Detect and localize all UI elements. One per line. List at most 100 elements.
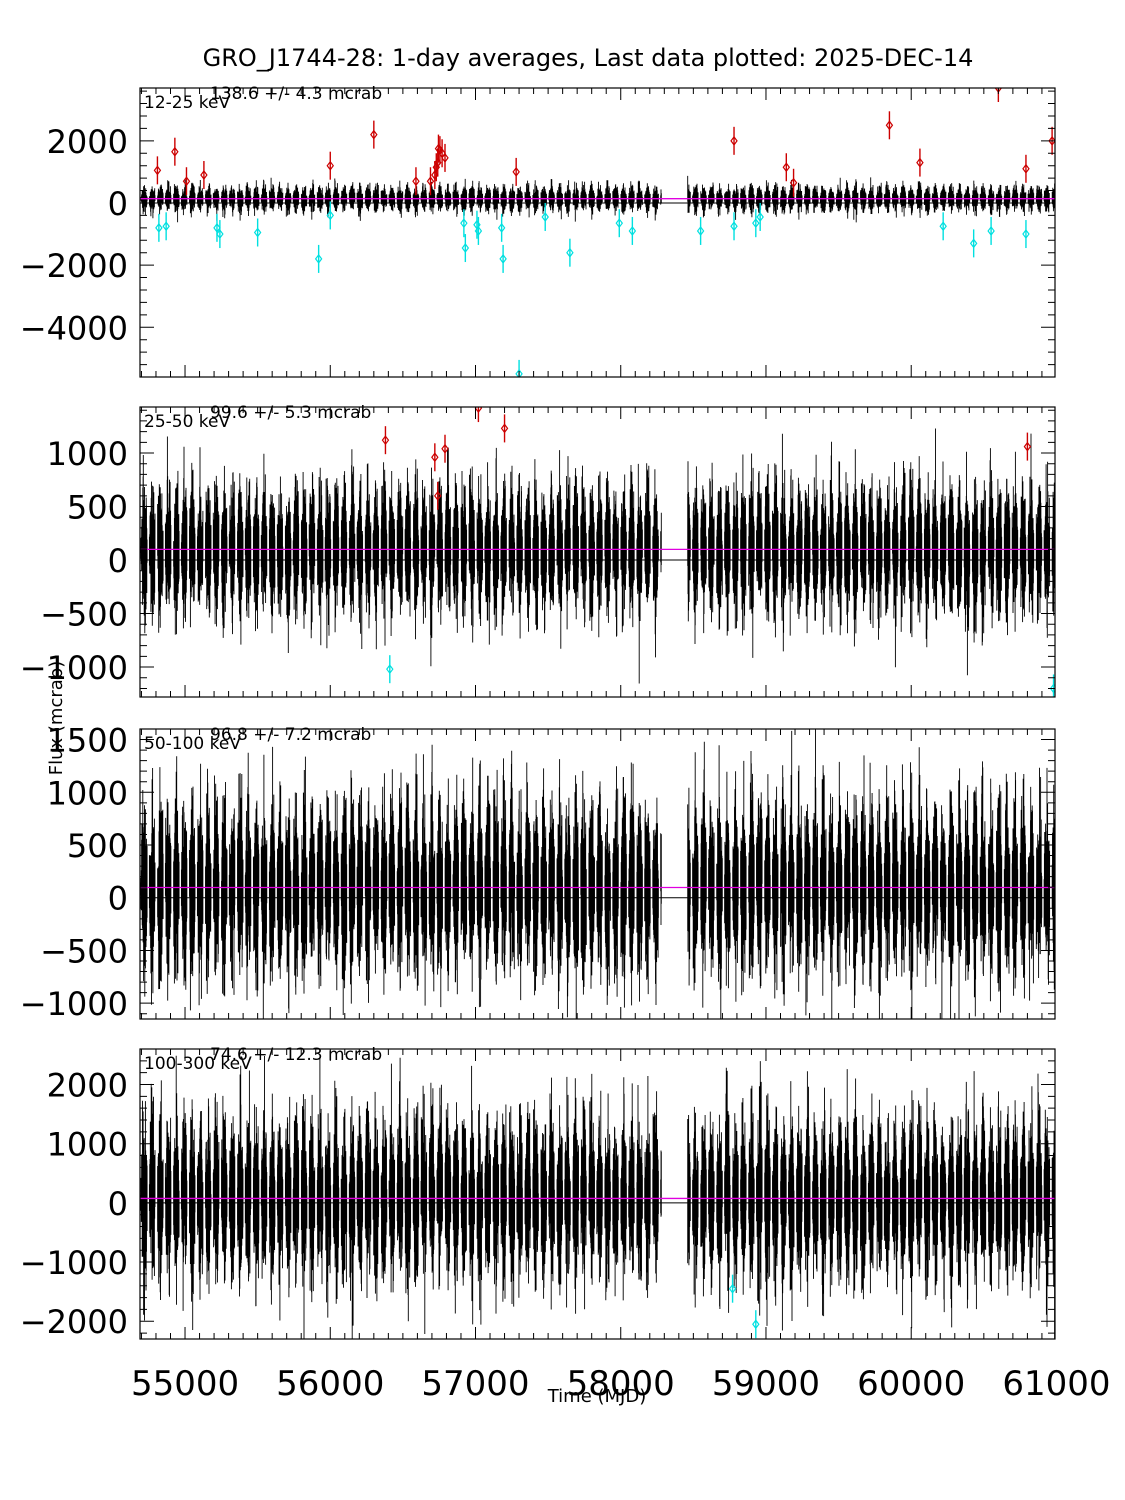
y-tick-label: −1000 [20, 649, 128, 687]
panel-frame [139, 406, 1056, 698]
axis-ticks [140, 728, 1055, 1019]
high-outlier-point-marker [1023, 441, 1032, 452]
high-outlier-point [1022, 154, 1030, 183]
panel-data [140, 1055, 1055, 1339]
high-outlier-point-marker [431, 452, 439, 463]
low-outlier-point-marker [461, 243, 470, 254]
high-outlier-point-marker [782, 162, 791, 173]
low-outlier-point-marker [162, 221, 170, 232]
panel-data [140, 407, 1055, 697]
low-outlier-point [969, 229, 978, 258]
low-outlier-point-marker [752, 1319, 760, 1330]
low-outlier-point [155, 213, 163, 242]
low-outlier-point [497, 213, 506, 242]
low-outlier-point [253, 218, 262, 247]
low-outlier-point-marker [155, 222, 163, 233]
high-outlier-point-marker [512, 166, 520, 177]
low-outlier-point-marker [756, 211, 764, 222]
x-tick-label: 58000 [567, 1364, 675, 1404]
x-tick-label: 59000 [712, 1364, 820, 1404]
high-outlier-point [474, 407, 483, 423]
y-tick-label: 500 [67, 827, 128, 865]
high-outlier-point [370, 120, 378, 149]
y-tick-label: 1500 [47, 722, 128, 760]
y-axis-label: Flux (mcrab) [46, 661, 67, 775]
low-outlier-point-marker [216, 229, 224, 240]
high-outlier-point [426, 167, 435, 196]
low-outlier-point-marker [474, 225, 483, 236]
low-outlier-point [987, 216, 995, 245]
low-outlier-point-marker [460, 218, 468, 229]
high-outlier-point-marker [885, 120, 894, 131]
x-tick-label: 55000 [131, 1364, 239, 1404]
low-outlier-point [213, 213, 221, 242]
low-outlier-point [728, 1274, 737, 1303]
low-outlier-point-marker [515, 368, 523, 377]
low-outlier-point [756, 202, 764, 231]
high-outlier-point [433, 481, 442, 510]
high-outlier-point [500, 414, 509, 443]
panel-frame [139, 87, 1056, 378]
low-outlier-point [386, 655, 394, 684]
high-outlier-point [730, 126, 738, 155]
high-outlier-point [153, 156, 162, 185]
mean-annotation: 99.6 +/- 5.3 mcrab [210, 403, 371, 423]
figure-title: GRO_J1744-28: 1-day averages, Last data … [203, 44, 974, 72]
low-outlier-point [460, 209, 468, 238]
low-outlier-point [314, 244, 323, 273]
low-outlier-point [162, 212, 170, 241]
low-outlier-point-marker [696, 225, 705, 236]
low-outlier-point-marker [541, 211, 549, 222]
low-outlier-point [566, 238, 574, 267]
y-tick-label: 2000 [47, 1067, 128, 1105]
high-outlier-point-marker [1048, 135, 1055, 146]
high-outlier-point-marker [441, 152, 449, 163]
low-outlier-point-marker [615, 218, 624, 229]
y-tick-label: −500 [40, 596, 128, 634]
low-outlier-point [461, 234, 470, 263]
low-outlier-point [752, 1310, 760, 1339]
high-outlier-point-marker [370, 129, 378, 140]
high-outlier-point-marker [426, 176, 435, 187]
data-errorbars [140, 428, 1055, 684]
panel-frame [139, 1048, 1056, 1340]
y-tick-label: 2000 [47, 123, 128, 161]
y-tick-label: −1000 [20, 1244, 128, 1282]
high-outlier-point [782, 153, 791, 182]
low-outlier-point-marker [987, 225, 995, 236]
low-outlier-point-marker [939, 221, 947, 232]
high-outlier-point-marker [171, 146, 179, 157]
high-outlier-point-marker [182, 176, 191, 187]
band-label: 12-25 keV [144, 93, 230, 113]
low-outlier-point [730, 212, 738, 241]
low-outlier-point-marker [314, 253, 323, 264]
band-label: 100-300 keV [144, 1054, 252, 1074]
high-outlier-point [916, 148, 924, 177]
high-outlier-point-marker [326, 160, 335, 171]
y-tick-label: −2000 [20, 247, 128, 285]
low-outlier-point-marker [969, 238, 978, 249]
low-outlier-point-marker [728, 1283, 737, 1294]
high-outlier-point [200, 161, 208, 190]
low-outlier-point-marker [1022, 229, 1030, 240]
panel-data [140, 88, 1055, 377]
low-outlier-point [474, 216, 483, 245]
high-outlier-point-marker [730, 135, 738, 146]
low-outlier-point [696, 216, 705, 245]
axis-ticks [140, 407, 1055, 697]
low-outlier-point [326, 201, 335, 230]
y-tick-label: −2000 [20, 1303, 128, 1341]
low-outlier-point-marker [326, 210, 335, 221]
high-outlier-point-marker [1022, 163, 1030, 174]
low-outlier-point-marker [213, 222, 221, 233]
axis-ticks [140, 88, 1055, 378]
low-outlier-point-marker [752, 218, 760, 229]
band-label: 50-100 keV [144, 734, 241, 754]
y-tick-label: 500 [67, 489, 128, 527]
high-outlier-point [441, 434, 449, 463]
high-outlier-point [512, 157, 520, 186]
